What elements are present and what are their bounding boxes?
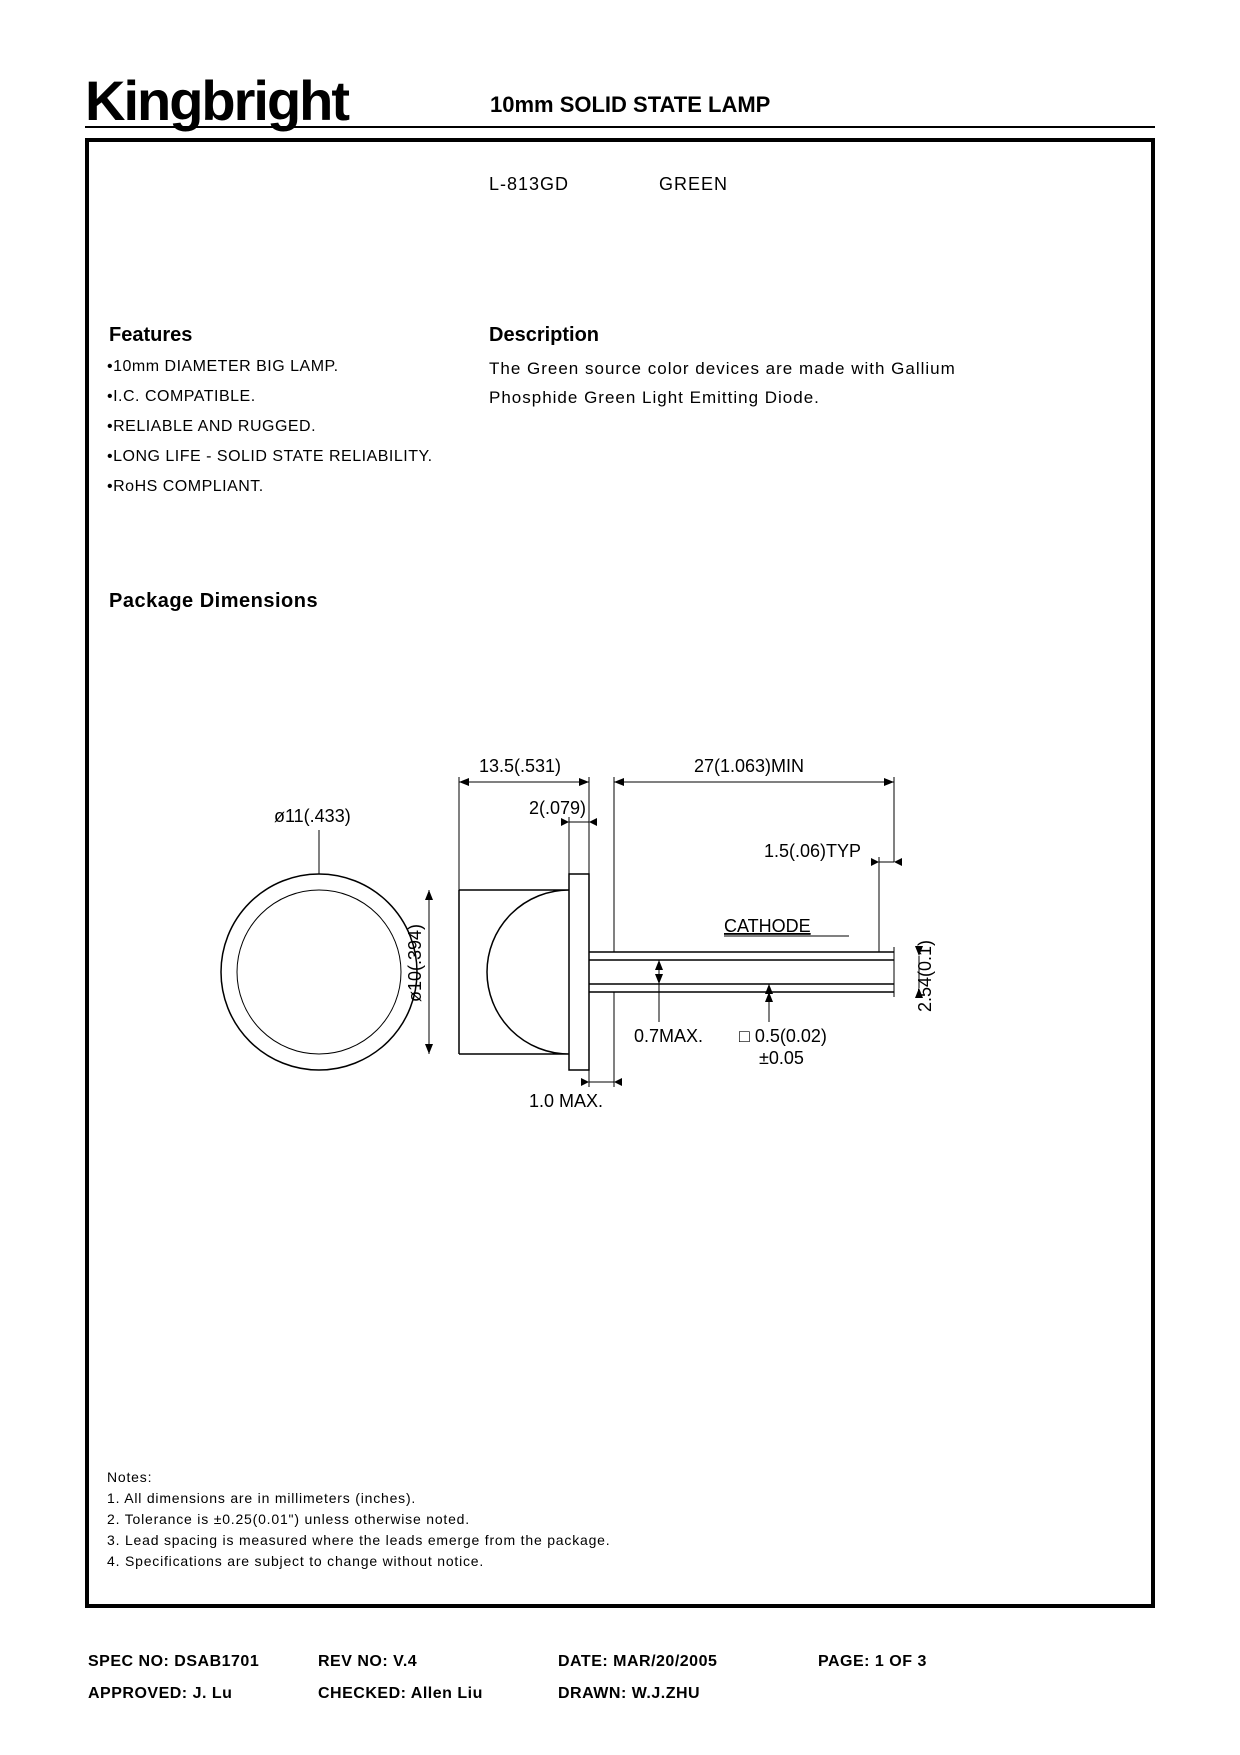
description-body: The Green source color devices are made … bbox=[489, 354, 959, 412]
package-diagram: ø11(.433) ø10(.394) 13.5(.531) 2(.079) bbox=[159, 722, 1089, 1152]
dim-pitch: 2.54(0.1) bbox=[915, 940, 935, 1012]
notes-header: Notes: bbox=[107, 1467, 610, 1488]
note-item: 1. All dimensions are in millimeters (in… bbox=[107, 1488, 610, 1509]
dim-outer-dia: ø11(.433) bbox=[274, 806, 351, 826]
part-number: L-813GD bbox=[489, 174, 569, 195]
feature-item: I.C. COMPATIBLE. bbox=[107, 382, 433, 412]
footer-checked: CHECKED: Allen Liu bbox=[318, 1685, 558, 1703]
features-list: 10mm DIAMETER BIG LAMP. I.C. COMPATIBLE.… bbox=[107, 352, 433, 502]
footer: SPEC NO: DSAB1701 REV NO: V.4 DATE: MAR/… bbox=[88, 1653, 1152, 1717]
feature-item: LONG LIFE - SOLID STATE RELIABILITY. bbox=[107, 442, 433, 472]
notes-block: Notes: 1. All dimensions are in millimet… bbox=[107, 1467, 610, 1572]
dim-flange: 2(.079) bbox=[529, 798, 586, 818]
description-header: Description bbox=[489, 324, 599, 347]
footer-drawn: DRAWN: W.J.ZHU bbox=[558, 1685, 818, 1703]
part-color: GREEN bbox=[659, 174, 728, 195]
dim-body-len: 13.5(.531) bbox=[479, 756, 561, 776]
dim-gap: 0.7MAX. bbox=[634, 1026, 703, 1046]
dim-lead-thick: 1.5(.06)TYP bbox=[764, 841, 861, 861]
document-title: 10mm SOLID STATE LAMP bbox=[490, 92, 770, 118]
dim-cathode: CATHODE bbox=[724, 916, 811, 936]
features-header: Features bbox=[109, 324, 192, 347]
footer-date: DATE: MAR/20/2005 bbox=[558, 1653, 818, 1671]
dim-lead-len: 27(1.063)MIN bbox=[694, 756, 804, 776]
dim-lead-tol: ±0.05 bbox=[759, 1048, 804, 1068]
note-item: 3. Lead spacing is measured where the le… bbox=[107, 1530, 610, 1551]
dim-inner-dia: ø10(.394) bbox=[405, 924, 425, 1002]
dim-base: 1.0 MAX. bbox=[529, 1091, 603, 1111]
horizontal-rule bbox=[85, 126, 1155, 128]
package-header: Package Dimensions bbox=[109, 590, 318, 613]
note-item: 2. Tolerance is ±0.25(0.01") unless othe… bbox=[107, 1509, 610, 1530]
feature-item: 10mm DIAMETER BIG LAMP. bbox=[107, 352, 433, 382]
feature-item: RoHS COMPLIANT. bbox=[107, 472, 433, 502]
footer-approved: APPROVED: J. Lu bbox=[88, 1685, 318, 1703]
note-item: 4. Specifications are subject to change … bbox=[107, 1551, 610, 1572]
footer-spec: SPEC NO: DSAB1701 bbox=[88, 1653, 318, 1671]
footer-page: PAGE: 1 OF 3 bbox=[818, 1653, 1152, 1671]
footer-rev: REV NO: V.4 bbox=[318, 1653, 558, 1671]
feature-item: RELIABLE AND RUGGED. bbox=[107, 412, 433, 442]
content-frame: L-813GD GREEN Features 10mm DIAMETER BIG… bbox=[85, 138, 1155, 1608]
dim-lead-sq: □ 0.5(0.02) bbox=[739, 1026, 827, 1046]
brand-logo: Kingbright bbox=[85, 68, 348, 133]
